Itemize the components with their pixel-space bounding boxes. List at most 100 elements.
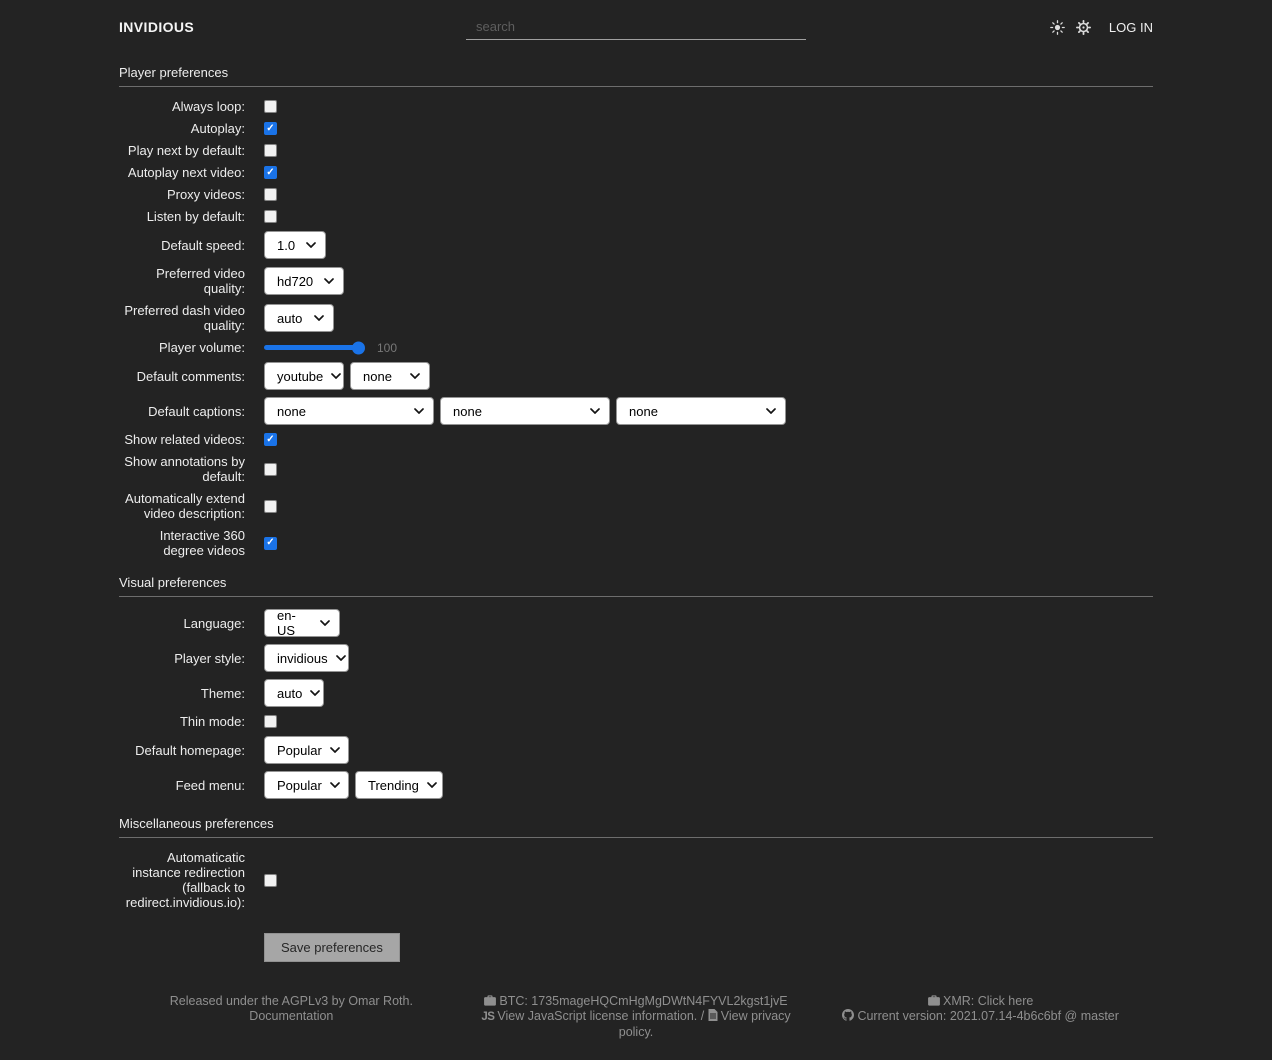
select-value: invidious — [277, 650, 328, 666]
select-value: none — [629, 403, 658, 419]
pref-row-related-videos: Show related videos: — [119, 432, 1153, 447]
default-comments-select-2[interactable]: none — [350, 362, 430, 390]
chevron-down-icon — [766, 408, 776, 414]
github-icon — [842, 1009, 855, 1021]
pref-label: Default captions: — [148, 403, 245, 419]
footer-license-column: Released under the AGPLv3 by Omar Roth. … — [119, 994, 464, 1040]
js-license-link[interactable]: View JavaScript license information. — [497, 1009, 698, 1023]
pref-row-theme: Theme: auto — [119, 679, 1153, 707]
invidious-logo[interactable]: INVIDIOUS — [119, 19, 195, 35]
select-value: auto — [277, 310, 303, 326]
select-value: none — [453, 403, 482, 419]
instance-redirection-checkbox[interactable] — [264, 873, 277, 887]
default-comments-select-1[interactable]: youtube — [264, 362, 344, 390]
chevron-down-icon — [320, 620, 330, 626]
default-captions-select-2[interactable]: none — [440, 397, 610, 425]
footer-donate-column: BTC: 1735mageHQCmHgMgDWtN4FYVL2kgst1jvE … — [464, 994, 809, 1040]
theme-select[interactable]: auto — [264, 679, 324, 707]
header-actions: LOG IN — [806, 19, 1153, 35]
slider-thumb[interactable] — [352, 341, 365, 354]
version-label: Current version: — [857, 1009, 947, 1023]
default-homepage-select[interactable]: Popular — [264, 736, 349, 764]
pref-label: Theme: — [200, 685, 245, 701]
thin-mode-checkbox[interactable] — [264, 715, 277, 728]
log-in-link[interactable]: LOG IN — [1108, 19, 1153, 35]
select-value: auto — [277, 685, 303, 701]
xmr-link[interactable]: Click here — [977, 994, 1034, 1008]
js-icon: JS — [481, 1011, 495, 1023]
pref-label: Feed menu: — [175, 777, 245, 793]
select-value: none — [363, 368, 392, 384]
license-text: Released under the AGPLv3 by Omar Roth. — [169, 994, 413, 1008]
autoplay-next-video-checkbox[interactable] — [264, 166, 277, 179]
chevron-down-icon — [410, 373, 420, 379]
pref-label: Default homepage: — [135, 742, 245, 758]
default-captions-select-3[interactable]: none — [616, 397, 786, 425]
chevron-down-icon — [426, 782, 437, 788]
player-style-select[interactable]: invidious — [264, 644, 349, 672]
pref-row-language: Language: en-US — [119, 608, 1153, 638]
default-captions-select-1[interactable]: none — [264, 397, 434, 425]
chevron-down-icon — [314, 315, 324, 321]
language-select[interactable]: en-US — [264, 608, 340, 638]
gear-icon[interactable] — [1075, 19, 1091, 35]
chevron-down-icon — [335, 655, 346, 661]
chevron-down-icon — [324, 278, 334, 284]
pref-label: Default speed: — [161, 237, 245, 253]
select-value: none — [277, 403, 306, 419]
pref-row-player-volume: Player volume: 100 — [119, 340, 1153, 355]
pref-row-default-comments: Default comments: youtube none — [119, 362, 1153, 390]
pref-row-proxy-videos: Proxy videos: — [119, 187, 1153, 202]
wallet-icon — [928, 995, 940, 1006]
extend-video-description-checkbox[interactable] — [264, 499, 277, 513]
listen-by-default-checkbox[interactable] — [264, 210, 277, 223]
pref-row-annotations: Show annotations by default: — [119, 454, 1153, 484]
pref-label: Player style: — [174, 650, 245, 666]
pref-label: Show related videos: — [124, 432, 245, 447]
default-speed-select[interactable]: 1.0 — [264, 231, 326, 259]
interactive-360-checkbox[interactable] — [264, 536, 277, 550]
chevron-down-icon — [310, 690, 321, 696]
btc-address: BTC: 1735mageHQCmHgMgDWtN4FYVL2kgst1jvE — [499, 994, 788, 1008]
top-navbar: INVIDIOUS — [119, 0, 1153, 48]
version-link[interactable]: 2021.07.14-4b6c6bf @ master — [949, 1009, 1119, 1023]
chevron-down-icon — [414, 408, 424, 414]
select-value: hd720 — [277, 273, 314, 289]
proxy-videos-checkbox[interactable] — [264, 188, 277, 201]
pref-label: Proxy videos: — [166, 187, 245, 202]
preferred-video-quality-select[interactable]: hd720 — [264, 267, 344, 295]
pref-row-dash-quality: Preferred dash video quality: auto — [119, 303, 1153, 333]
sun-icon[interactable] — [1050, 19, 1065, 35]
preferred-dash-quality-select[interactable]: auto — [264, 304, 334, 332]
select-value: youtube — [277, 368, 324, 384]
document-icon — [708, 1009, 718, 1021]
chevron-down-icon — [329, 747, 340, 753]
footer: Released under the AGPLv3 by Omar Roth. … — [119, 994, 1153, 1040]
pref-label: Listen by default: — [146, 209, 245, 224]
show-annotations-checkbox[interactable] — [264, 462, 277, 476]
pref-row-feed-menu: Feed menu: Popular Trending — [119, 771, 1153, 799]
player-volume-slider[interactable] — [264, 341, 365, 354]
play-next-checkbox[interactable] — [264, 144, 277, 157]
feed-menu-select-2[interactable]: Trending — [355, 771, 443, 799]
slider-track — [264, 341, 365, 354]
pref-row-always-loop: Always loop: — [119, 99, 1153, 114]
chevron-down-icon — [331, 373, 342, 379]
pref-row-autoplay: Autoplay: — [119, 121, 1153, 136]
pref-label: Thin mode: — [179, 714, 245, 729]
pref-label: Interactive 360 degree videos — [159, 528, 245, 558]
search-input[interactable] — [466, 14, 806, 40]
xmr-label: XMR: — [943, 994, 975, 1008]
select-value: en-US — [277, 608, 296, 638]
documentation-link[interactable]: Documentation — [249, 1009, 334, 1023]
feed-menu-select-1[interactable]: Popular — [264, 771, 349, 799]
save-preferences-button[interactable]: Save preferences — [264, 933, 400, 962]
show-related-videos-checkbox[interactable] — [264, 433, 277, 446]
footer-version-column: XMR: Click here Current version: 2021.07… — [808, 994, 1153, 1040]
miscellaneous-preferences-heading: Miscellaneous preferences — [119, 816, 1153, 838]
pref-label: Preferred dash video quality: — [124, 303, 245, 333]
search-area — [466, 14, 806, 40]
always-loop-checkbox[interactable] — [264, 100, 277, 113]
autoplay-checkbox[interactable] — [264, 122, 277, 135]
